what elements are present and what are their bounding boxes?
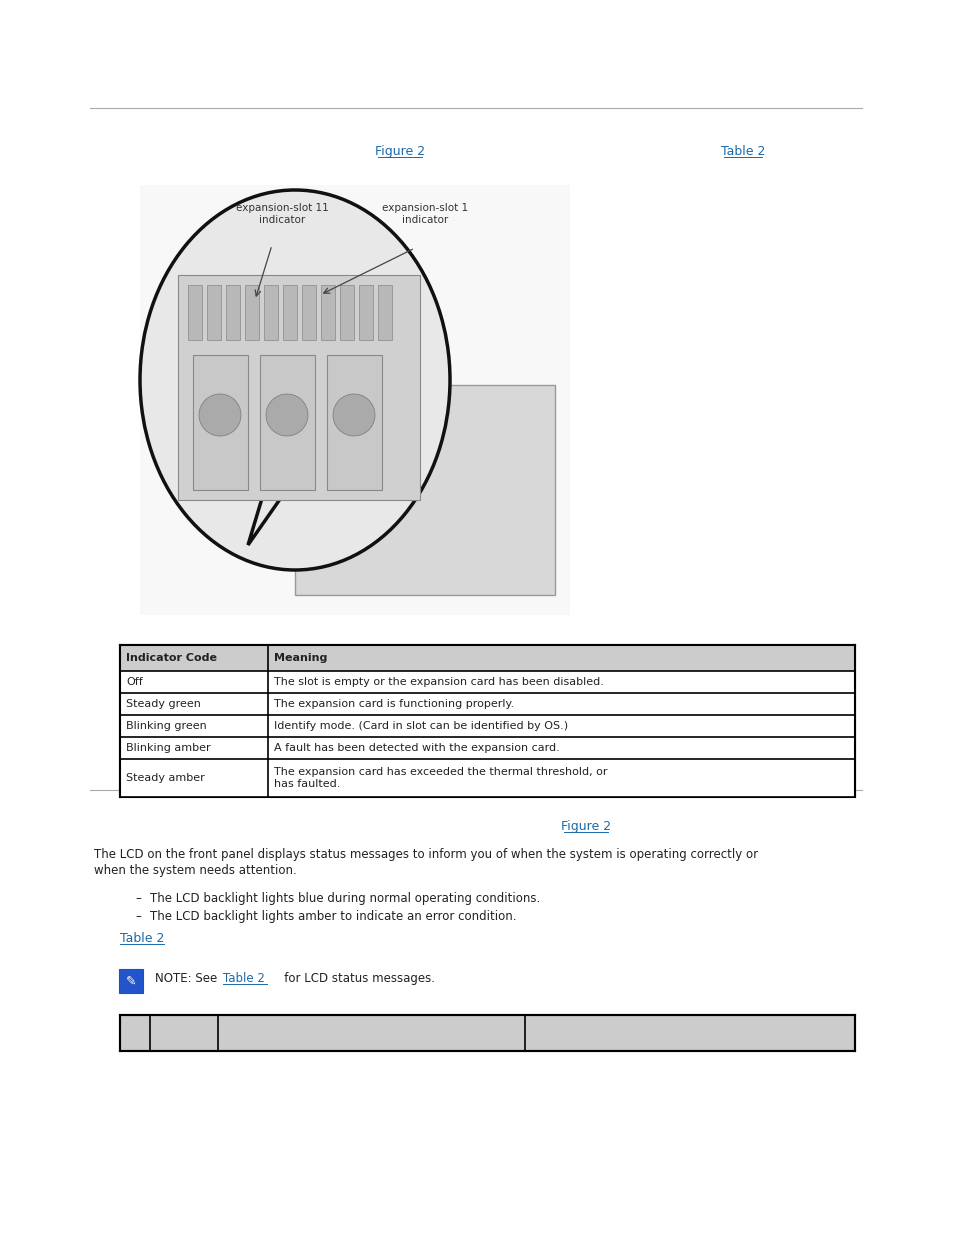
Bar [193,354,248,490]
Text: Off: Off [126,677,143,687]
Ellipse shape [333,394,375,436]
Text: ✎: ✎ [126,974,136,988]
Bar [302,285,315,340]
FancyBboxPatch shape [294,385,555,595]
Polygon shape [248,492,285,545]
Text: Table 2: Table 2 [720,144,764,158]
Text: The slot is empty or the expansion card has been disabled.: The slot is empty or the expansion card … [274,677,603,687]
Text: The LCD backlight lights blue during normal operating conditions.: The LCD backlight lights blue during nor… [150,892,539,905]
Bar [188,285,202,340]
Bar [327,354,381,490]
Bar [377,285,392,340]
Text: –: – [135,910,141,923]
Text: Table 2: Table 2 [223,972,265,986]
Bar [283,285,296,340]
Text: Meaning: Meaning [274,653,327,663]
Text: Table 2: Table 2 [120,932,164,945]
Text: when the system needs attention.: when the system needs attention. [94,864,296,877]
Bar [120,693,854,715]
Bar [358,285,373,340]
Text: –: – [135,892,141,905]
Text: for LCD status messages.: for LCD status messages. [273,972,435,986]
Bar [178,275,419,500]
Bar [264,285,277,340]
Bar [120,737,854,760]
Bar [140,185,569,615]
Text: The expansion card is functioning properly.: The expansion card is functioning proper… [274,699,514,709]
FancyBboxPatch shape [119,969,143,993]
Text: Figure 2: Figure 2 [375,144,425,158]
Text: Identify mode. (Card in slot can be identified by OS.): Identify mode. (Card in slot can be iden… [274,721,568,731]
Text: NOTE: See: NOTE: See [154,972,221,986]
Text: Blinking green: Blinking green [126,721,207,731]
Bar [120,760,854,797]
Bar [120,645,854,797]
Text: expansion-slot 1
indicator: expansion-slot 1 indicator [381,203,468,225]
Bar [120,715,854,737]
Text: Blinking amber: Blinking amber [126,743,211,753]
Bar [320,285,335,340]
Bar [339,285,354,340]
Ellipse shape [140,190,450,571]
Text: Steady green: Steady green [126,699,201,709]
Text: Steady amber: Steady amber [126,773,205,783]
Text: Figure 2: Figure 2 [560,820,611,832]
Bar [120,671,854,693]
Bar [260,354,314,490]
Bar [120,645,854,671]
Bar [207,285,221,340]
Ellipse shape [199,394,241,436]
Text: The LCD backlight lights amber to indicate an error condition.: The LCD backlight lights amber to indica… [150,910,516,923]
Text: A fault has been detected with the expansion card.: A fault has been detected with the expan… [274,743,559,753]
Bar [120,1015,854,1051]
Text: The LCD on the front panel displays status messages to inform you of when the sy: The LCD on the front panel displays stat… [94,848,758,861]
Text: expansion-slot 11
indicator: expansion-slot 11 indicator [235,203,328,225]
Bar [245,285,258,340]
Text: Indicator Code: Indicator Code [126,653,216,663]
Bar [226,285,240,340]
Ellipse shape [266,394,308,436]
Text: The expansion card has exceeded the thermal threshold, or
has faulted.: The expansion card has exceeded the ther… [274,767,607,789]
